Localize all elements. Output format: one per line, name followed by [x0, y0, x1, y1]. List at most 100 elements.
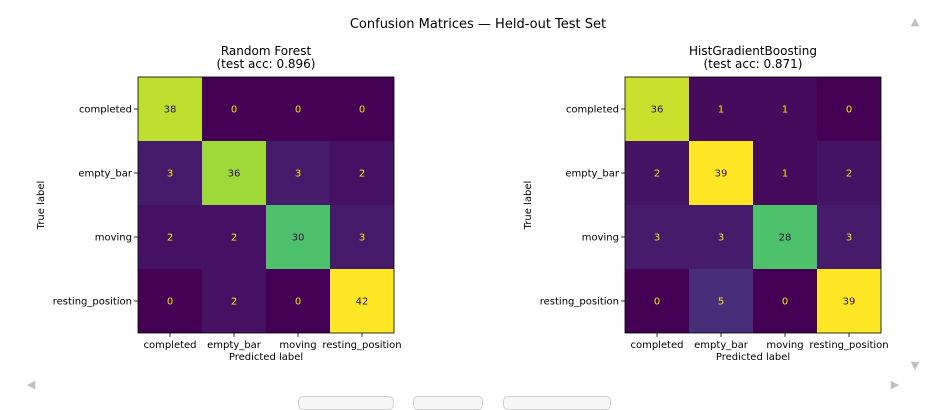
- y-tick-label: completed: [566, 105, 619, 116]
- matrix-cell: [753, 141, 817, 205]
- x-tick-label: completed: [143, 340, 196, 351]
- matrix-cell: [266, 141, 330, 205]
- x-axis-label: Predicted label: [229, 352, 303, 363]
- panel-title-line: (test acc: 0.896): [217, 57, 316, 71]
- cell-value-label: 2: [231, 297, 237, 308]
- cell-value-label: 36: [228, 169, 241, 180]
- matrix-cell: [138, 205, 202, 269]
- y-axis-label: True label: [523, 181, 534, 231]
- panel-title-line: (test acc: 0.871): [704, 57, 803, 71]
- cell-value-label: 0: [231, 105, 237, 116]
- y-tick-label: moving: [582, 233, 619, 244]
- cell-value-label: 42: [356, 297, 369, 308]
- cell-value-label: 39: [715, 169, 728, 180]
- cell-value-label: 3: [718, 233, 724, 244]
- scroll-right-icon[interactable]: ▶: [890, 377, 900, 391]
- cell-value-label: 1: [718, 105, 724, 116]
- x-tick-label: empty_bar: [694, 340, 749, 351]
- cell-value-label: 0: [295, 297, 301, 308]
- matrix-cell: [202, 205, 266, 269]
- cell-value-label: 2: [231, 233, 237, 244]
- matrix-cell: [753, 269, 817, 333]
- matrix-cell: [625, 141, 689, 205]
- cell-value-label: 0: [295, 105, 301, 116]
- y-tick-label: empty_bar: [565, 169, 620, 180]
- cell-value-label: 28: [779, 233, 792, 244]
- matrix-cell: [266, 77, 330, 141]
- cell-value-label: 38: [164, 105, 177, 116]
- y-axis-label: True label: [36, 181, 47, 231]
- matrix-cell: [266, 205, 330, 269]
- toolbar-button-1[interactable]: [298, 396, 394, 410]
- matrix-cell: [202, 77, 266, 141]
- confusion-matrix-panel-1: Random Forest(test acc: 0.896) 38 0 0 0 3 36 3 2…: [36, 44, 402, 363]
- scroll-left-icon[interactable]: ◀: [26, 377, 36, 391]
- cell-value-label: 0: [167, 297, 173, 308]
- cell-value-label: 3: [359, 233, 365, 244]
- cell-value-label: 3: [654, 233, 660, 244]
- x-axis-label: Predicted label: [716, 352, 790, 363]
- figure-title: Confusion Matrices — Held-out Test Set: [350, 17, 606, 32]
- y-tick-label: completed: [79, 105, 132, 116]
- confusion-matrix-panel-2: HistGradientBoosting(test acc: 0.871) 36 1…: [523, 44, 889, 363]
- cell-value-label: 0: [782, 297, 788, 308]
- cell-value-label: 1: [782, 105, 788, 116]
- cell-value-label: 2: [167, 233, 173, 244]
- toolbar-button-3[interactable]: [503, 396, 611, 410]
- matrix-cell: [266, 269, 330, 333]
- y-tick-label: resting_position: [540, 297, 619, 308]
- x-tick-label: completed: [630, 340, 683, 351]
- matrix-cell: [817, 141, 881, 205]
- cell-value-label: 2: [654, 169, 660, 180]
- matrix-cell: [689, 141, 753, 205]
- cell-value-label: 3: [846, 233, 852, 244]
- matrix-cell: [330, 269, 394, 333]
- cell-value-label: 39: [843, 297, 856, 308]
- matrix-cell: [138, 141, 202, 205]
- matrix-cell: [202, 141, 266, 205]
- matrix-cell: [817, 205, 881, 269]
- x-tick-label: moving: [766, 340, 803, 351]
- matrix-cell: [330, 141, 394, 205]
- cell-value-label: 36: [651, 105, 664, 116]
- x-tick-label: resting_position: [809, 340, 888, 351]
- x-tick-label: empty_bar: [207, 340, 262, 351]
- matrix-cell: [753, 205, 817, 269]
- scroll-up-icon[interactable]: ▲: [910, 14, 920, 28]
- cell-value-label: 1: [782, 169, 788, 180]
- cell-value-label: 0: [654, 297, 660, 308]
- panel-title-line: Random Forest: [221, 44, 312, 58]
- matrix-cell: [138, 77, 202, 141]
- cell-value-label: 0: [846, 105, 852, 116]
- matrix-cell: [625, 77, 689, 141]
- matrix-cell: [817, 77, 881, 141]
- matrix-cell: [330, 205, 394, 269]
- x-tick-label: moving: [279, 340, 316, 351]
- matrix-cell: [625, 205, 689, 269]
- cell-value-label: 3: [295, 169, 301, 180]
- cell-value-label: 5: [718, 297, 724, 308]
- y-tick-label: resting_position: [53, 297, 132, 308]
- y-tick-label: empty_bar: [78, 169, 133, 180]
- matrix-cell: [689, 77, 753, 141]
- matrix-cell: [817, 269, 881, 333]
- confusion-matrices-figure: Confusion Matrices — Held-out Test Set R…: [36, 17, 889, 363]
- cell-value-label: 2: [359, 169, 365, 180]
- matrix-cell: [625, 269, 689, 333]
- matrix-cell: [689, 205, 753, 269]
- panel-title-line: HistGradientBoosting: [689, 44, 817, 58]
- cell-value-label: 0: [359, 105, 365, 116]
- matrix-cell: [753, 77, 817, 141]
- y-tick-label: moving: [95, 233, 132, 244]
- matrix-frame: [137, 76, 395, 334]
- scroll-down-icon[interactable]: ▼: [910, 358, 920, 372]
- x-tick-label: resting_position: [322, 340, 401, 351]
- cell-value-label: 2: [846, 169, 852, 180]
- cell-value-label: 30: [292, 233, 305, 244]
- matrix-cell: [330, 77, 394, 141]
- matrix-frame: [624, 76, 882, 334]
- toolbar-button-2[interactable]: [413, 396, 483, 410]
- matrix-cell: [138, 269, 202, 333]
- cell-value-label: 3: [167, 169, 173, 180]
- matrix-cell: [202, 269, 266, 333]
